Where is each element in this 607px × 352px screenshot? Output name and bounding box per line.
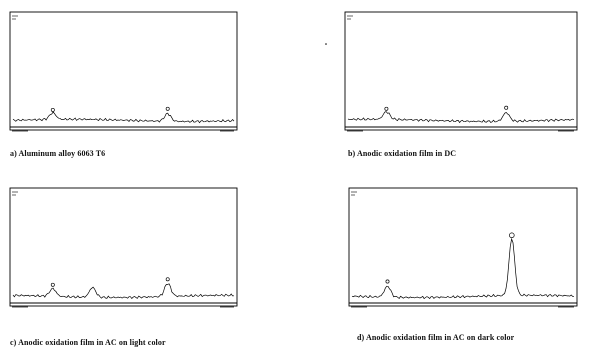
spectrum-trace — [12, 111, 235, 124]
spectrum-panel-a — [9, 11, 238, 132]
peak-marker — [504, 105, 509, 110]
plot-frame — [9, 11, 238, 131]
caption-a: a) Aluminum alloy 6063 T6 — [10, 149, 106, 158]
peak-marker — [50, 282, 55, 287]
plot-frame — [344, 11, 578, 131]
spectrum-trace — [347, 111, 575, 124]
spectrum-trace — [12, 283, 235, 300]
peak-marker — [50, 107, 55, 112]
corner-label — [12, 191, 18, 196]
spectrum-panel-c — [9, 187, 238, 308]
spectrum-panel-d — [348, 187, 578, 308]
caption-b: b) Anodic oxidation film in DC — [348, 149, 457, 158]
peak-marker — [384, 106, 389, 111]
corner-label — [351, 191, 357, 196]
peak-marker — [165, 277, 170, 282]
stray-dot — [325, 43, 327, 45]
caption-d: d) Anodic oxidation film in AC on dark c… — [357, 333, 515, 342]
peak-marker — [509, 232, 515, 239]
plot-frame — [9, 187, 238, 307]
peak-marker — [165, 106, 170, 111]
spectrum-panel-b — [344, 11, 578, 132]
spectrum-trace — [351, 237, 575, 300]
plot-frame — [348, 187, 578, 307]
caption-c: c) Anodic oxidation film in AC on light … — [10, 338, 166, 347]
peak-marker — [385, 279, 390, 284]
corner-label — [347, 15, 353, 20]
corner-label — [12, 15, 18, 20]
